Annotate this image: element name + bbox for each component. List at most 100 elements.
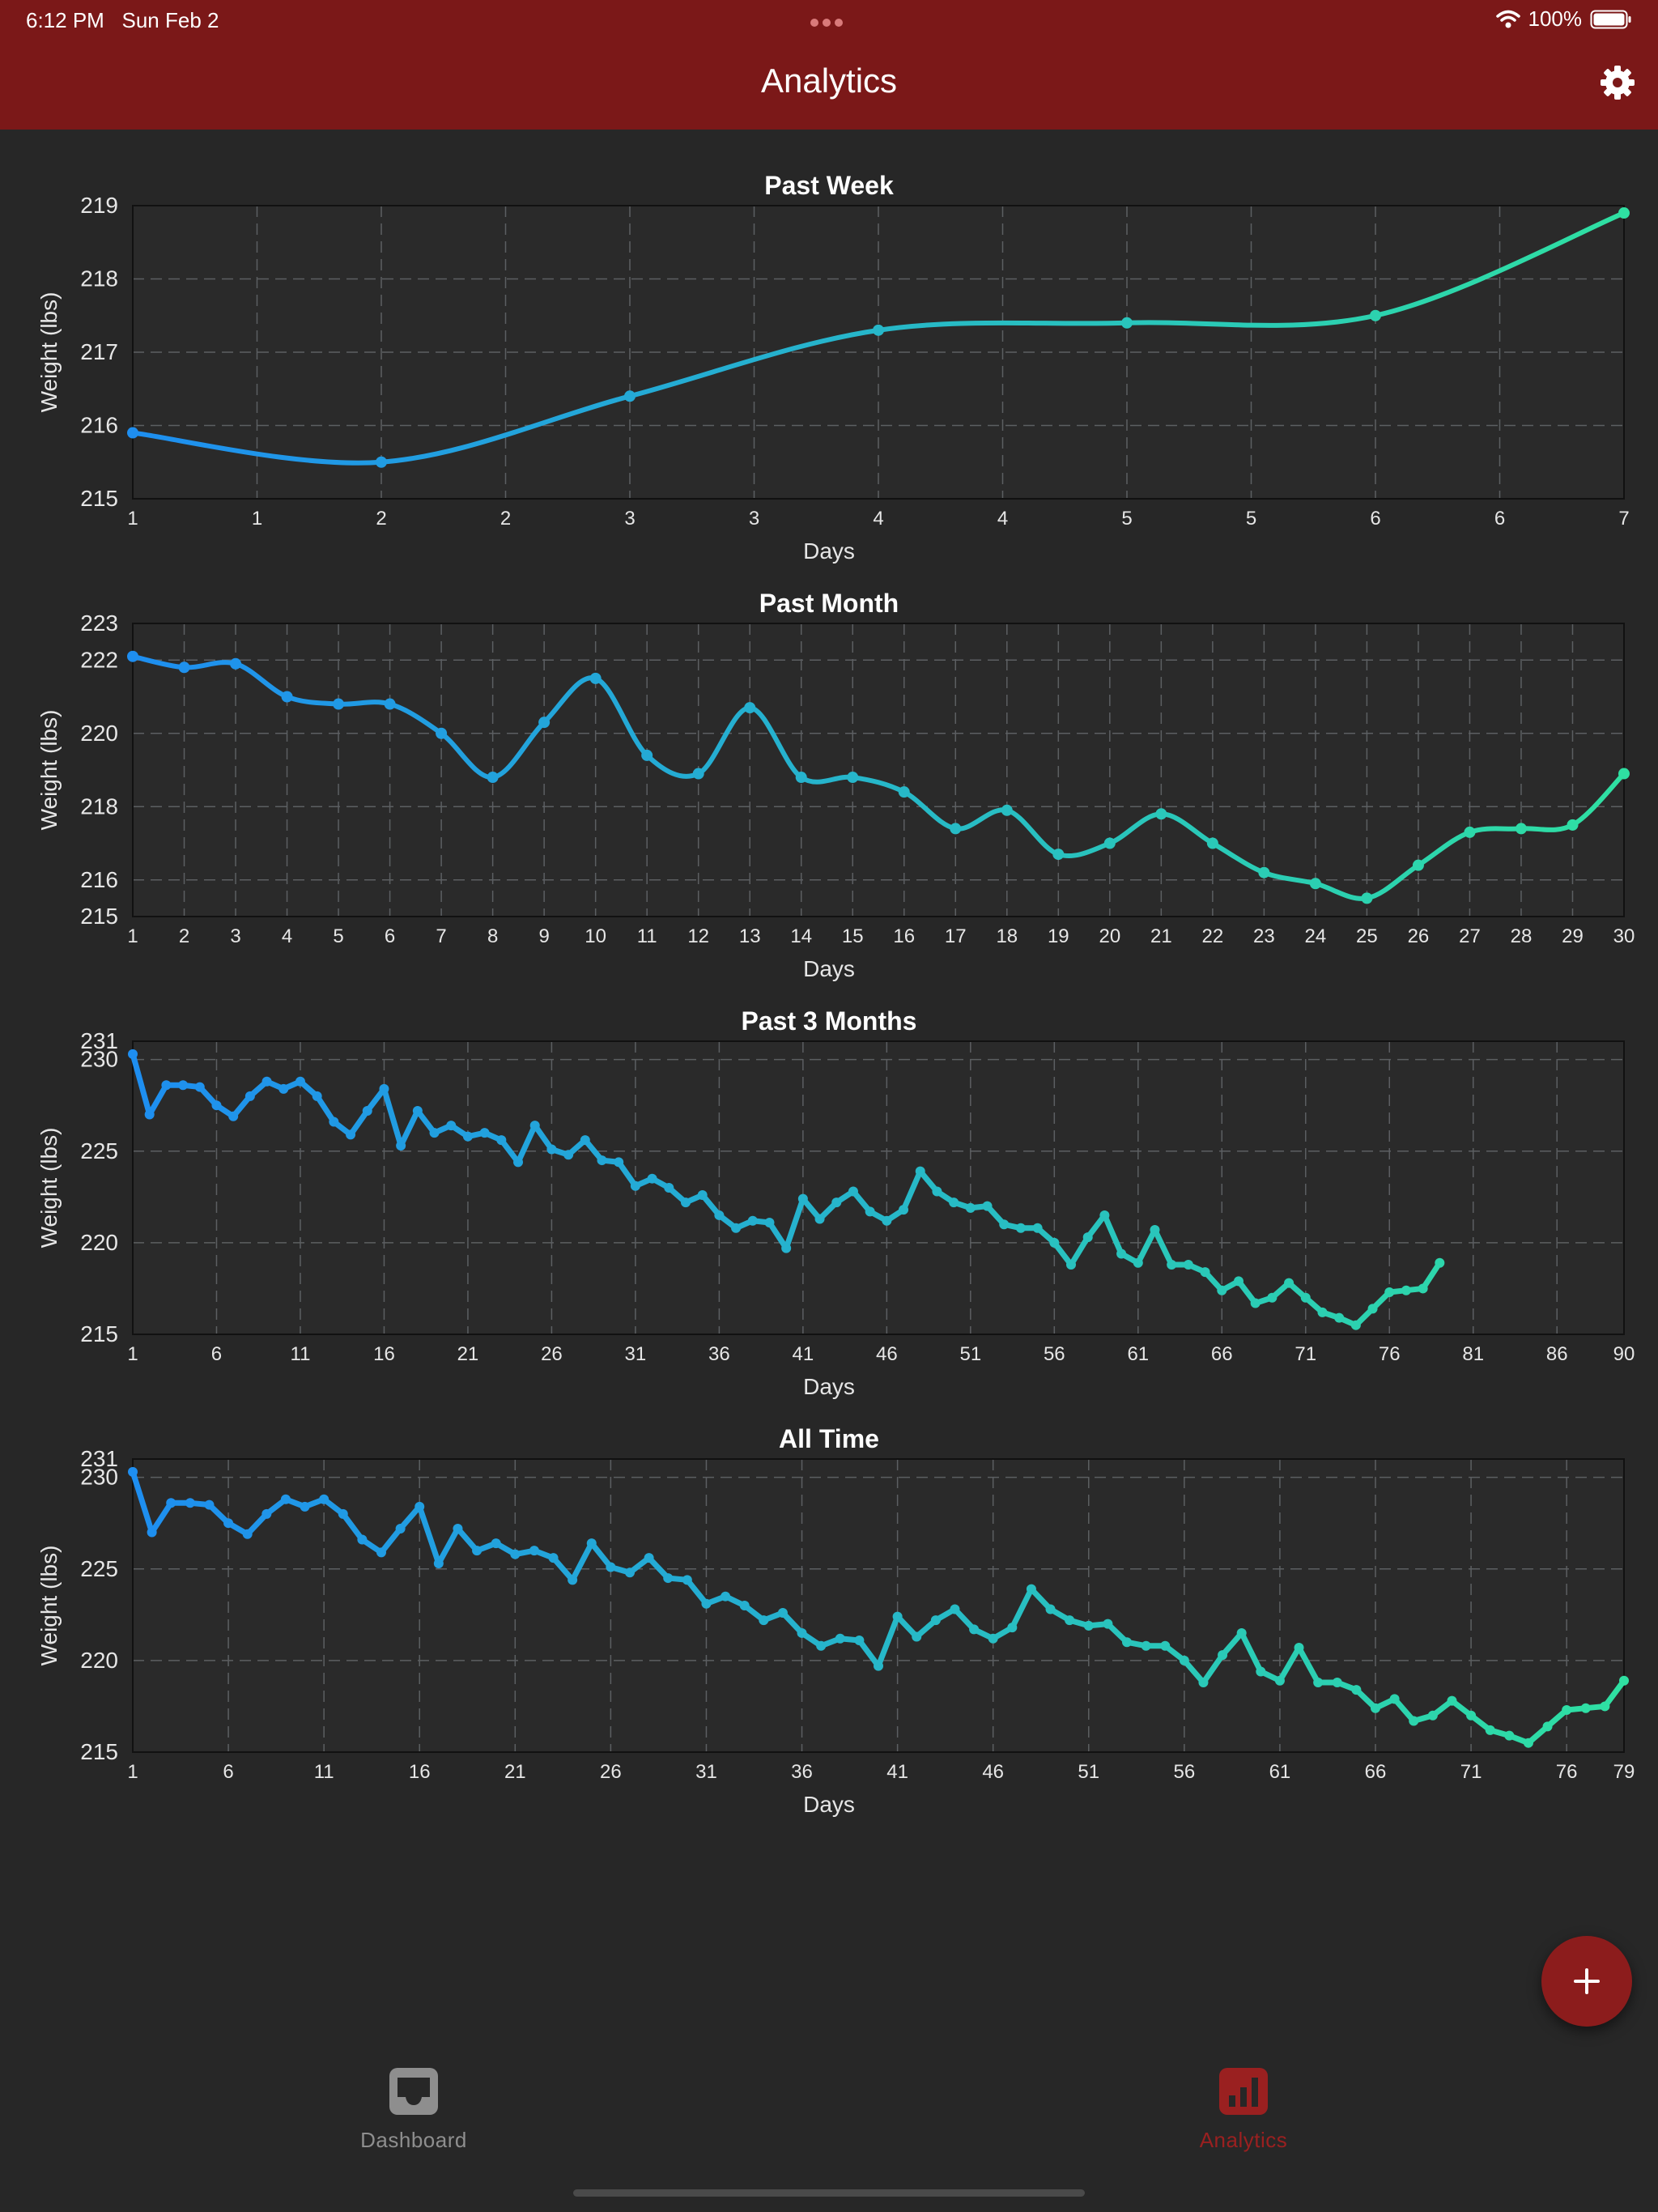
multitasking-dots-icon[interactable] (810, 16, 848, 27)
x-tick-label: 31 (695, 1761, 717, 1783)
data-point (739, 1601, 750, 1610)
x-tick-label: 21 (457, 1343, 479, 1365)
data-point (744, 702, 756, 714)
y-tick-label: 230 (80, 1465, 118, 1490)
x-tick-label: 8 (487, 925, 498, 947)
data-point (472, 1546, 483, 1556)
data-point (280, 1494, 291, 1504)
x-tick-label: 2 (179, 925, 189, 947)
data-point (1384, 1287, 1395, 1297)
data-point (874, 1661, 883, 1671)
x-axis-label: Days (803, 1374, 855, 1399)
x-tick-label: 71 (1460, 1761, 1482, 1783)
data-point (606, 1562, 616, 1572)
data-point (379, 1083, 389, 1094)
data-point (128, 1466, 138, 1477)
data-point (1580, 1703, 1591, 1713)
y-axis-label: Weight (lbs) (36, 1128, 62, 1249)
data-point (1236, 1627, 1247, 1638)
y-tick-label: 215 (80, 904, 118, 929)
data-point (1103, 1619, 1113, 1629)
x-tick-label: 3 (749, 508, 759, 530)
x-tick-label: 1 (252, 508, 262, 530)
data-point (797, 1627, 807, 1638)
data-point (1015, 1223, 1026, 1233)
data-point (1418, 1283, 1428, 1294)
x-tick-label: 16 (409, 1761, 431, 1783)
x-tick-label: 16 (893, 925, 915, 947)
data-point (357, 1534, 368, 1545)
data-point (178, 661, 190, 674)
top-bar: 6:12 PM Sun Feb 2 100% Analytics (0, 0, 1658, 130)
x-tick-label: 1 (127, 508, 138, 530)
x-tick-label: 1 (127, 1761, 138, 1783)
y-axis-label: Weight (lbs) (36, 710, 62, 831)
chart-title: Past Month (759, 589, 899, 618)
data-point (982, 1201, 993, 1211)
data-point (329, 1117, 339, 1127)
x-axis-label: Days (803, 1792, 855, 1817)
data-point (625, 1568, 635, 1578)
data-point (281, 691, 293, 703)
x-tick-label: 25 (1356, 925, 1378, 947)
battery-percent: 100% (1528, 6, 1583, 31)
data-point (223, 1518, 234, 1529)
x-tick-label: 36 (791, 1761, 813, 1783)
data-point (144, 1109, 155, 1120)
data-point (1412, 859, 1424, 871)
data-point (1600, 1701, 1610, 1712)
tab-analytics[interactable]: Analytics (1122, 2066, 1365, 2153)
status-indicators: 100% (1495, 6, 1633, 32)
data-point (436, 727, 448, 739)
inbox-icon (389, 2068, 438, 2115)
data-point (950, 1604, 960, 1614)
data-point (848, 1186, 858, 1197)
data-point (930, 1615, 941, 1626)
data-point (1334, 1312, 1345, 1323)
data-point (1103, 837, 1116, 849)
x-tick-label: 27 (1459, 925, 1481, 947)
x-tick-label: 12 (687, 925, 709, 947)
data-point (1435, 1257, 1445, 1268)
x-tick-label: 3 (230, 925, 240, 947)
data-point (1409, 1716, 1419, 1726)
data-point (429, 1128, 440, 1138)
data-point (932, 1186, 942, 1197)
x-tick-label: 81 (1462, 1343, 1484, 1365)
x-tick-label: 56 (1173, 1761, 1195, 1783)
data-point (346, 1129, 356, 1140)
data-point (697, 1190, 708, 1201)
x-tick-label: 10 (585, 925, 606, 947)
y-tick-label: 215 (80, 486, 118, 511)
data-point (319, 1494, 329, 1504)
data-point (795, 772, 807, 784)
data-point (1317, 1307, 1328, 1317)
data-point (1217, 1285, 1227, 1295)
add-entry-button[interactable] (1541, 1936, 1632, 2027)
tab-dashboard[interactable]: Dashboard (292, 2066, 535, 2153)
x-tick-label: 30 (1613, 925, 1635, 947)
data-point (1389, 1694, 1400, 1704)
data-point (854, 1635, 865, 1645)
data-point (333, 698, 345, 710)
x-tick-label: 14 (790, 925, 812, 947)
data-point (835, 1633, 845, 1644)
x-tick-label: 26 (1408, 925, 1430, 947)
data-point (882, 1215, 892, 1226)
x-tick-label: 23 (1253, 925, 1275, 947)
data-point (1122, 1637, 1132, 1648)
status-time: 6:12 PM Sun Feb 2 (26, 8, 219, 33)
data-point (211, 1100, 222, 1111)
x-tick-label: 31 (625, 1343, 647, 1365)
data-point (580, 1135, 590, 1146)
data-point (589, 672, 602, 684)
data-point (597, 1155, 607, 1166)
y-tick-label: 215 (80, 1739, 118, 1764)
x-tick-label: 20 (1099, 925, 1120, 947)
data-point (1504, 1730, 1515, 1741)
data-point (644, 1553, 654, 1563)
data-point (1332, 1678, 1342, 1688)
settings-button[interactable] (1598, 63, 1637, 102)
tab-label-dashboard: Dashboard (360, 2128, 467, 2152)
